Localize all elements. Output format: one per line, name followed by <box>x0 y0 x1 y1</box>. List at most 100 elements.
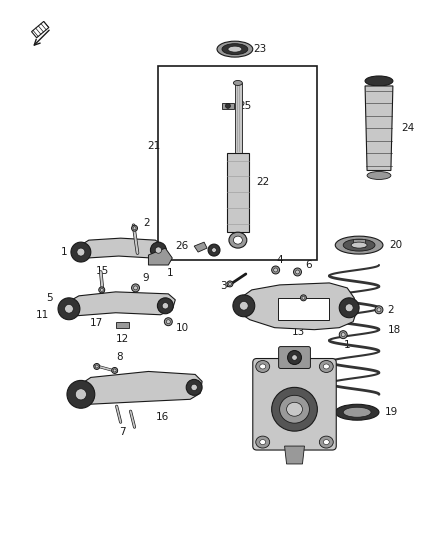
Ellipse shape <box>339 298 359 318</box>
Text: 22: 22 <box>256 177 269 188</box>
Ellipse shape <box>319 360 333 373</box>
Text: 17: 17 <box>90 318 103 328</box>
Circle shape <box>302 296 305 300</box>
Bar <box>353 239 365 247</box>
Ellipse shape <box>64 304 73 313</box>
Text: 1: 1 <box>344 340 350 350</box>
Ellipse shape <box>323 440 329 445</box>
Circle shape <box>229 282 231 285</box>
Polygon shape <box>365 86 393 171</box>
Text: 4: 4 <box>276 255 283 265</box>
Ellipse shape <box>67 381 95 408</box>
Polygon shape <box>73 238 165 258</box>
Ellipse shape <box>58 298 80 320</box>
Bar <box>227 152 249 232</box>
Ellipse shape <box>345 304 353 312</box>
Text: 1: 1 <box>60 247 67 257</box>
Circle shape <box>94 364 100 369</box>
Text: 24: 24 <box>401 123 414 133</box>
Ellipse shape <box>286 402 303 416</box>
Ellipse shape <box>365 76 393 86</box>
Text: 8: 8 <box>117 351 123 361</box>
Text: 2: 2 <box>144 218 150 228</box>
Ellipse shape <box>279 395 309 423</box>
Text: 9: 9 <box>142 273 149 283</box>
Text: 7: 7 <box>119 427 126 437</box>
Ellipse shape <box>319 436 333 448</box>
Text: 25: 25 <box>238 101 251 111</box>
Polygon shape <box>69 372 202 404</box>
Ellipse shape <box>155 247 162 253</box>
Text: 23: 23 <box>253 44 266 54</box>
Ellipse shape <box>212 248 216 253</box>
Circle shape <box>296 270 300 274</box>
Ellipse shape <box>191 384 198 391</box>
Circle shape <box>164 318 172 326</box>
Ellipse shape <box>256 360 270 373</box>
Text: 18: 18 <box>388 325 401 335</box>
Circle shape <box>272 266 279 274</box>
Bar <box>278 298 329 320</box>
Circle shape <box>166 320 170 324</box>
Ellipse shape <box>208 244 220 256</box>
Text: 6: 6 <box>305 260 312 270</box>
Text: 20: 20 <box>389 240 402 250</box>
Ellipse shape <box>343 239 375 251</box>
Circle shape <box>100 288 103 292</box>
Circle shape <box>131 225 138 231</box>
Circle shape <box>131 284 140 292</box>
Circle shape <box>300 295 307 301</box>
Ellipse shape <box>288 351 301 365</box>
Ellipse shape <box>186 379 202 395</box>
Ellipse shape <box>162 303 169 309</box>
Bar <box>222 103 234 109</box>
Ellipse shape <box>335 236 383 254</box>
Ellipse shape <box>77 248 85 256</box>
Circle shape <box>134 286 138 290</box>
Polygon shape <box>148 248 172 265</box>
Ellipse shape <box>323 364 329 369</box>
Bar <box>235 83 242 152</box>
Circle shape <box>112 367 118 374</box>
Circle shape <box>113 369 116 372</box>
Text: 19: 19 <box>385 407 398 417</box>
Polygon shape <box>285 446 304 464</box>
Circle shape <box>133 227 136 230</box>
Ellipse shape <box>71 242 91 262</box>
FancyBboxPatch shape <box>279 346 311 368</box>
Ellipse shape <box>222 44 248 54</box>
Text: 3: 3 <box>220 281 227 291</box>
FancyBboxPatch shape <box>32 21 49 38</box>
Circle shape <box>274 268 278 272</box>
Ellipse shape <box>351 242 367 248</box>
Ellipse shape <box>240 302 248 310</box>
Ellipse shape <box>233 295 255 317</box>
Polygon shape <box>116 322 129 328</box>
Ellipse shape <box>226 103 230 108</box>
Ellipse shape <box>233 236 242 244</box>
Circle shape <box>293 268 301 276</box>
Circle shape <box>375 306 383 314</box>
Ellipse shape <box>157 298 173 314</box>
Ellipse shape <box>343 407 371 417</box>
Text: 16: 16 <box>156 412 169 422</box>
Ellipse shape <box>335 404 379 420</box>
Text: 21: 21 <box>147 141 160 151</box>
Ellipse shape <box>228 46 242 52</box>
Ellipse shape <box>256 436 270 448</box>
Text: 10: 10 <box>176 322 189 333</box>
Text: 13: 13 <box>292 327 305 337</box>
FancyBboxPatch shape <box>253 359 336 450</box>
Text: 5: 5 <box>46 293 53 303</box>
Ellipse shape <box>229 232 247 248</box>
Circle shape <box>377 308 381 312</box>
Ellipse shape <box>260 364 266 369</box>
Text: 15: 15 <box>96 266 110 276</box>
Circle shape <box>227 281 233 287</box>
Circle shape <box>99 287 105 293</box>
Ellipse shape <box>233 80 242 85</box>
Ellipse shape <box>150 242 166 258</box>
Text: 12: 12 <box>116 334 129 344</box>
Ellipse shape <box>260 440 266 445</box>
Text: 14: 14 <box>305 305 318 315</box>
